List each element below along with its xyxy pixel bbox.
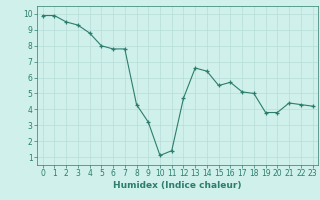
- X-axis label: Humidex (Indice chaleur): Humidex (Indice chaleur): [113, 181, 242, 190]
